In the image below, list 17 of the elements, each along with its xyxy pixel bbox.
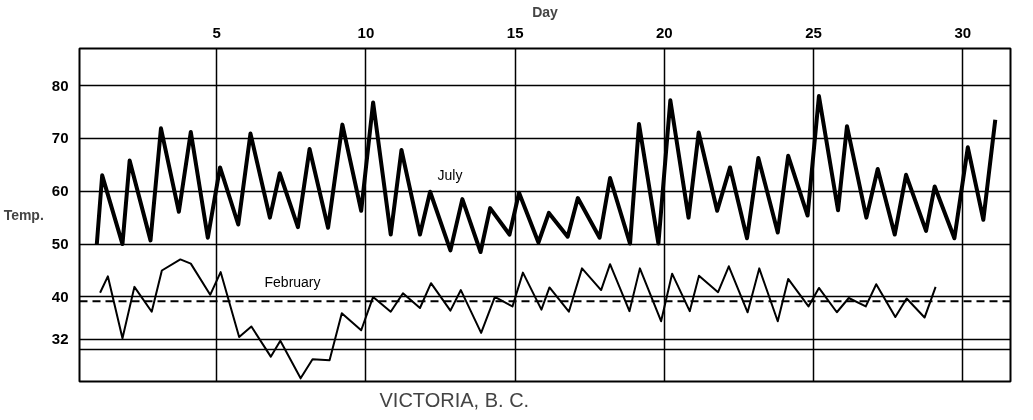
y-tick-label: 80 — [51, 76, 69, 94]
x-tick-label: 5 — [212, 23, 221, 41]
y-tick-label: 70 — [51, 129, 69, 147]
x-tick-label: 30 — [954, 23, 972, 41]
text: February — [264, 274, 321, 291]
y-tick-label: 60 — [51, 182, 69, 200]
y-tick-label: 50 — [51, 235, 69, 253]
x-tick-label: 25 — [805, 23, 822, 41]
x-tick-label: 15 — [506, 23, 524, 41]
y-tick-label: 32 — [51, 330, 69, 348]
series-label: July — [437, 167, 463, 184]
text: VICTORIA, B. C. — [379, 388, 530, 411]
y-axis-title: Temp. — [3, 207, 44, 223]
y-tick-label: 40 — [51, 287, 69, 305]
x-axis-title: Day — [532, 3, 559, 20]
x-tick-label: 10 — [357, 23, 375, 41]
x-tick-label: 20 — [656, 23, 673, 41]
